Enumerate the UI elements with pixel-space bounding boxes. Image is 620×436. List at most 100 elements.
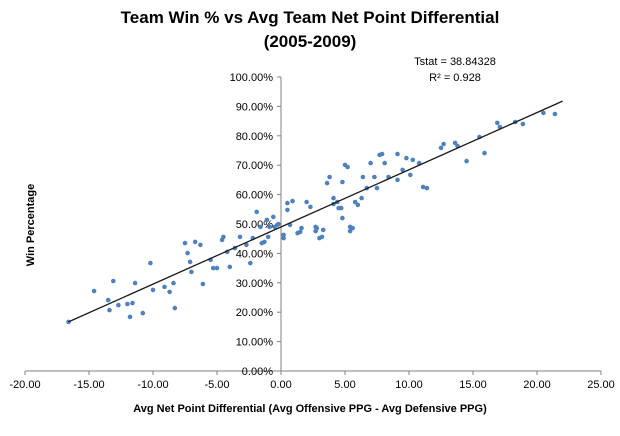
data-point xyxy=(340,215,345,221)
data-point xyxy=(552,111,558,117)
data-point xyxy=(140,310,146,316)
data-point xyxy=(350,225,356,231)
data-point xyxy=(424,185,430,191)
data-point xyxy=(374,185,380,191)
data-point xyxy=(382,160,388,166)
data-point xyxy=(285,207,290,213)
data-point xyxy=(262,239,267,245)
data-point xyxy=(130,300,135,306)
x-axis-tick-label: -10.00 xyxy=(137,379,168,391)
data-point xyxy=(182,240,188,246)
data-point xyxy=(210,265,216,271)
x-axis-tick-label: -15.00 xyxy=(73,379,104,391)
x-axis-tick-label: 10.00 xyxy=(395,379,423,391)
y-axis-tick-label: 20.00% xyxy=(236,307,274,319)
data-point xyxy=(192,239,198,245)
chart-title-line1: Team Win % vs Avg Team Net Point Differe… xyxy=(120,8,500,27)
data-point xyxy=(276,221,281,227)
data-point xyxy=(150,287,156,293)
data-point xyxy=(541,110,546,116)
data-point xyxy=(107,307,112,313)
data-point xyxy=(271,214,276,220)
data-point xyxy=(338,205,344,211)
data-point xyxy=(290,198,295,204)
data-point xyxy=(372,174,377,180)
r-squared-annotation: R² = 0.928 xyxy=(429,72,481,84)
data-point xyxy=(327,174,332,180)
data-point xyxy=(285,200,290,206)
data-point xyxy=(438,145,444,151)
data-point xyxy=(198,242,203,248)
y-axis-tick-label: 0.00% xyxy=(242,366,273,378)
y-axis-tick-label: 60.00% xyxy=(236,190,274,202)
data-point xyxy=(345,164,350,170)
data-point xyxy=(189,269,194,275)
data-point xyxy=(264,217,270,223)
data-point xyxy=(495,120,500,126)
data-point xyxy=(214,265,220,271)
x-axis-tick-label: 0.00 xyxy=(270,379,291,391)
data-point xyxy=(464,158,469,164)
data-point xyxy=(395,151,400,157)
axes xyxy=(24,76,602,375)
data-point xyxy=(111,278,116,284)
data-point xyxy=(319,234,325,240)
data-point xyxy=(200,281,206,287)
data-point xyxy=(320,227,326,233)
data-point xyxy=(167,289,172,295)
x-axis-title: Avg Net Point Differential (Avg Offensiv… xyxy=(133,403,487,415)
data-point xyxy=(324,180,330,186)
data-point xyxy=(410,157,416,163)
data-point xyxy=(187,259,193,265)
data-point xyxy=(91,288,97,294)
x-axis-tick-label: -5.00 xyxy=(204,379,229,391)
data-point xyxy=(172,305,178,311)
y-axis-tick-label: 50.00% xyxy=(236,219,274,231)
data-point xyxy=(237,234,243,240)
data-point xyxy=(227,264,233,270)
data-point xyxy=(482,150,487,156)
data-point xyxy=(360,174,366,180)
data-point xyxy=(281,232,286,238)
data-point xyxy=(267,224,272,230)
data-point xyxy=(148,260,153,266)
data-point xyxy=(105,297,111,303)
y-axis-tick-label: 70.00% xyxy=(236,160,274,172)
data-point xyxy=(379,151,385,157)
data-point xyxy=(355,202,361,208)
data-point xyxy=(304,199,309,205)
axis-tick-labels: -20.00 -15.00 -10.00 -5.00 0.00 5.00 10.00 15.0… xyxy=(9,72,614,391)
data-point xyxy=(162,284,167,290)
data-point xyxy=(125,301,130,307)
x-axis-tick-label: 5.00 xyxy=(334,379,355,391)
chart-title-line2: (2005-2009) xyxy=(263,32,357,51)
y-axis-tick-label: 10.00% xyxy=(236,337,274,349)
data-point xyxy=(258,224,263,230)
data-point xyxy=(281,235,286,241)
data-point xyxy=(221,234,226,240)
data-point xyxy=(254,209,259,215)
data-point xyxy=(359,195,364,201)
data-point xyxy=(297,229,303,235)
tstat-annotation: Tstat = 38.84328 xyxy=(414,56,496,68)
x-axis-tick-label: -20.00 xyxy=(9,379,40,391)
data-point xyxy=(244,242,249,248)
y-axis-tick-label: 100.00% xyxy=(230,72,274,84)
x-axis-tick-label: 15.00 xyxy=(459,379,487,391)
y-axis-tick-label: 30.00% xyxy=(236,278,274,290)
chart-title: Team Win % vs Avg Team Net Point Differe… xyxy=(0,6,620,54)
trendline xyxy=(68,100,563,323)
data-point xyxy=(127,314,133,320)
data-point xyxy=(400,167,405,173)
data-point xyxy=(248,260,253,266)
x-axis-tick-label: 20.00 xyxy=(523,379,551,391)
data-point xyxy=(452,140,458,146)
data-point xyxy=(299,225,304,231)
y-axis-tick-label: 40.00% xyxy=(236,248,274,260)
data-point xyxy=(116,302,121,308)
data-point xyxy=(308,204,313,210)
scatter-points xyxy=(66,110,558,325)
data-point xyxy=(347,228,353,234)
data-point xyxy=(404,155,409,161)
